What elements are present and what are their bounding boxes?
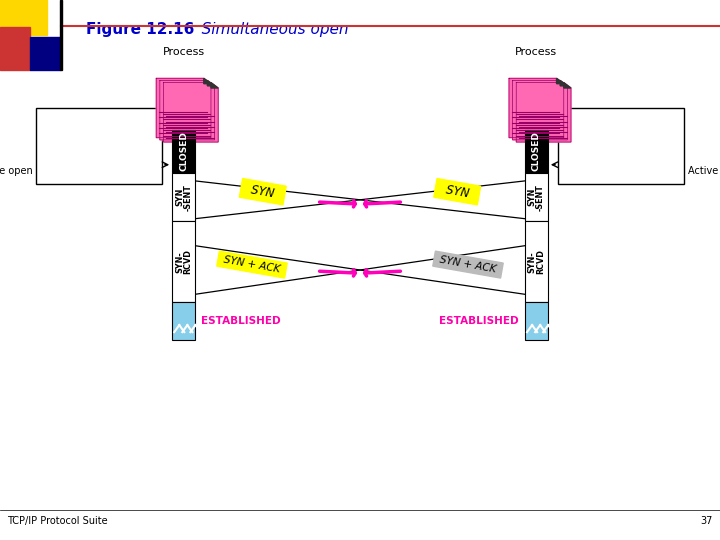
Bar	[558, 108, 684, 184]
Text: SYN: SYN	[243, 182, 283, 201]
Bar	[525, 302, 548, 340]
Bar	[525, 173, 548, 221]
Text: SYN + ACK: SYN + ACK	[436, 254, 500, 275]
Text: SYN: SYN	[437, 182, 477, 201]
Text: Process: Process	[516, 46, 557, 57]
Text: CLOSED: CLOSED	[532, 131, 541, 171]
Text: ESTABLISHED: ESTABLISHED	[439, 316, 519, 326]
Text: SYN-
RCVD: SYN- RCVD	[528, 249, 545, 274]
Bar	[36, 108, 162, 184]
Polygon shape	[564, 83, 571, 88]
Text: CLOSED: CLOSED	[179, 131, 188, 171]
Polygon shape	[160, 80, 215, 140]
Bar	[0, 27, 30, 70]
Bar	[172, 302, 195, 340]
Bar	[525, 221, 548, 302]
Text: SYN
-SENT: SYN -SENT	[528, 184, 545, 211]
Bar	[172, 173, 195, 221]
Text: SYN-
RCVD: SYN- RCVD	[175, 249, 192, 274]
Polygon shape	[163, 83, 218, 142]
Polygon shape	[557, 78, 564, 84]
Text: Active open: Active open	[0, 166, 32, 176]
Polygon shape	[207, 80, 215, 86]
Polygon shape	[513, 80, 567, 140]
Bar	[0, 0, 47, 35]
Bar	[525, 130, 548, 173]
Text: Active open: Active open	[688, 166, 720, 176]
Text: SYN
-SENT: SYN -SENT	[175, 184, 192, 211]
Text: Figure 12.16: Figure 12.16	[86, 22, 195, 37]
Polygon shape	[204, 78, 211, 84]
Text: ESTABLISHED: ESTABLISHED	[201, 316, 281, 326]
Text: Process: Process	[163, 46, 204, 57]
Polygon shape	[156, 78, 211, 138]
Polygon shape	[509, 78, 564, 138]
Text: Simultaneous open: Simultaneous open	[187, 22, 348, 37]
Polygon shape	[211, 83, 218, 88]
Text: SYN + ACK: SYN + ACK	[220, 254, 284, 275]
Text: TCP/IP Protocol Suite: TCP/IP Protocol Suite	[7, 516, 108, 526]
Polygon shape	[560, 80, 567, 86]
Bar	[172, 221, 195, 302]
Text: 37: 37	[701, 516, 713, 526]
Bar	[60, 0, 62, 70]
Bar	[30, 37, 60, 70]
Polygon shape	[516, 83, 571, 142]
Bar	[172, 130, 195, 173]
